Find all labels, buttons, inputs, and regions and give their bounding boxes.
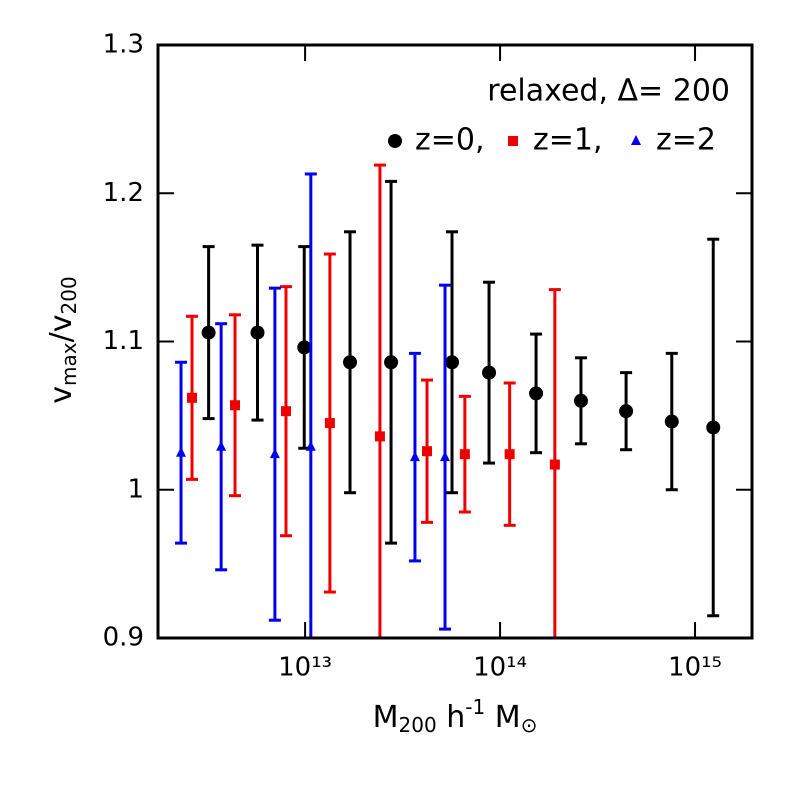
point	[573, 393, 588, 408]
point	[324, 418, 335, 429]
point	[216, 440, 227, 451]
point	[529, 386, 544, 401]
point	[459, 449, 470, 460]
y-tick-label: 1.1	[103, 326, 144, 356]
x-tick-label: 10¹⁴	[473, 653, 527, 683]
point	[482, 365, 497, 380]
point	[269, 448, 280, 459]
legend-label: z=1,	[533, 123, 603, 158]
point	[297, 340, 312, 355]
y-axis-label: vmax/v200	[44, 276, 81, 403]
point	[445, 355, 460, 370]
point	[343, 355, 358, 370]
point	[187, 392, 198, 403]
annotation: relaxed, Δ= 200	[487, 74, 730, 109]
x-tick-label: 10¹⁵	[668, 653, 722, 683]
x-axis-label: M200 h-1 M⊙	[373, 695, 538, 737]
point	[504, 449, 515, 460]
legend-label: z=0,	[415, 123, 485, 158]
y-tick-label: 1.2	[103, 178, 144, 208]
point	[250, 325, 265, 340]
y-tick-label: 0.9	[103, 623, 144, 653]
point	[706, 420, 721, 435]
point	[176, 446, 187, 457]
point	[384, 355, 399, 370]
point	[549, 459, 560, 470]
point	[440, 451, 451, 462]
y-tick-label: 1	[127, 474, 144, 504]
point	[305, 440, 316, 451]
legend-label: z=2	[656, 123, 716, 158]
legend-marker	[388, 134, 402, 148]
point	[409, 451, 420, 462]
point	[230, 400, 241, 411]
point	[422, 446, 433, 457]
legend-marker	[631, 135, 641, 145]
point	[280, 406, 291, 417]
point	[374, 431, 385, 442]
y-tick-label: 1.3	[103, 30, 144, 60]
point	[201, 325, 216, 340]
plot-area	[175, 163, 721, 638]
point	[664, 414, 679, 429]
point	[619, 404, 634, 419]
legend-marker	[508, 136, 518, 146]
x-tick-label: 10¹³	[278, 653, 332, 683]
